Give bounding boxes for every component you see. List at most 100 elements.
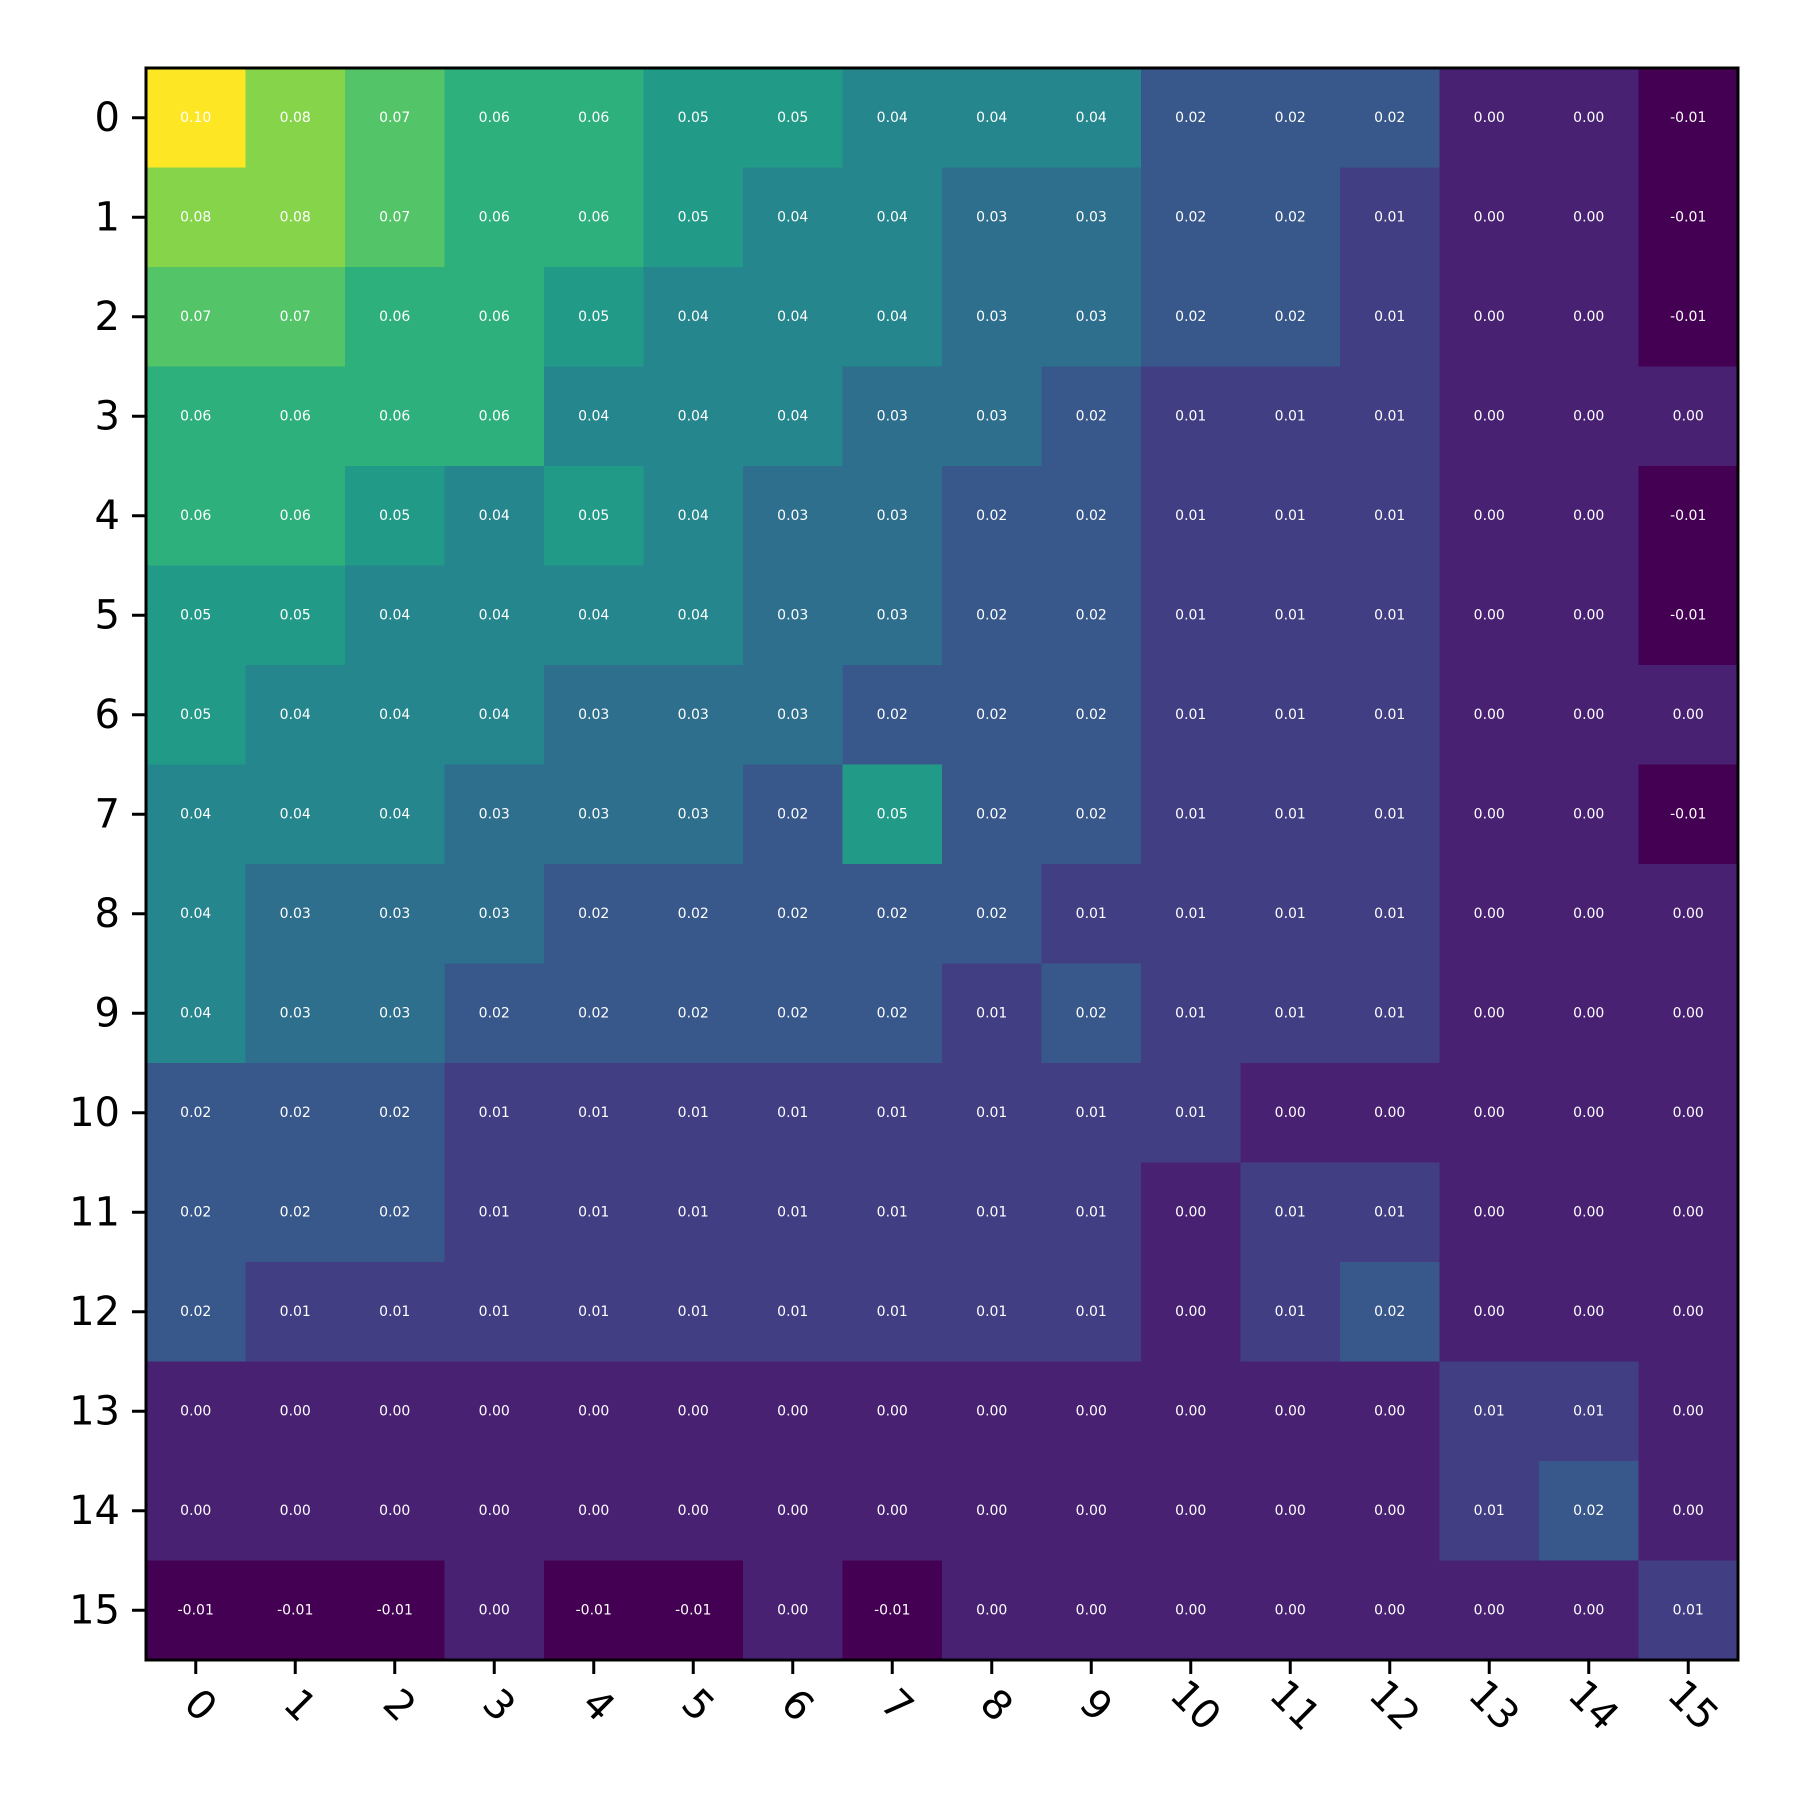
cell-value-label: 0.02: [976, 906, 1007, 922]
cell-value-label: -0.01: [874, 1602, 910, 1618]
cell-value-label: 0.00: [678, 1403, 709, 1419]
cell-value-label: 0.01: [1374, 508, 1405, 524]
heatmap-cell-r7-c4: [544, 764, 645, 865]
heatmap-cell-r10-c5: [643, 1063, 744, 1164]
cell-value-label: 0.00: [379, 1503, 410, 1519]
cell-value-label: 0.05: [777, 110, 808, 126]
cell-value-label: 0.04: [379, 607, 410, 623]
heatmap-cell-r5-c2: [345, 565, 446, 666]
heatmap-cell-r3-c7: [842, 366, 943, 467]
heatmap-cell-r2-c2: [345, 267, 446, 368]
cell-value-label: 0.01: [777, 1204, 808, 1220]
cell-value-label: 0.02: [578, 1005, 609, 1021]
heatmap-cell-r7-c11: [1240, 764, 1341, 865]
cell-value-label: 0.02: [479, 1005, 510, 1021]
x-tick-label: 15: [1658, 1671, 1727, 1740]
heatmap-cell-r1-c12: [1340, 167, 1441, 268]
heatmap-cell-r5-c14: [1539, 565, 1640, 666]
heatmap-cell-r13-c15: [1638, 1361, 1739, 1462]
cell-value-label: 0.00: [1573, 508, 1604, 524]
cell-value-label: 0.00: [1474, 508, 1505, 524]
cell-value-label: 0.04: [379, 707, 410, 723]
heatmap-cell-r0-c8: [942, 68, 1043, 169]
heatmap-cell-r14-c15: [1638, 1461, 1739, 1562]
y-tick-label: 6: [95, 692, 120, 738]
cell-value-label: -0.01: [576, 1602, 612, 1618]
cell-value-label: 0.01: [1275, 408, 1306, 424]
cell-value-label: 0.02: [777, 806, 808, 822]
heatmap-cell-r1-c14: [1539, 167, 1640, 268]
heatmap-cell-r8-c2: [345, 864, 446, 965]
heatmap-cell-r10-c8: [942, 1063, 1043, 1164]
cell-value-label: 0.01: [1175, 1105, 1206, 1121]
cell-value-label: 0.03: [678, 806, 709, 822]
cell-value-label: 0.06: [379, 309, 410, 325]
heatmap-cell-r10-c15: [1638, 1063, 1739, 1164]
heatmap-cell-r7-c15: [1638, 764, 1739, 865]
heatmap-cell-r2-c3: [444, 267, 545, 368]
heatmap-cell-r14-c4: [544, 1461, 645, 1562]
heatmap-cell-r8-c0: [146, 864, 247, 965]
cell-value-label: 0.00: [1076, 1602, 1107, 1618]
cell-value-label: 0.06: [479, 209, 510, 225]
cell-value-label: 0.04: [180, 1005, 211, 1021]
heatmap-cell-r11-c15: [1638, 1162, 1739, 1263]
cell-value-label: 0.02: [1573, 1503, 1604, 1519]
cell-value-label: 0.01: [578, 1105, 609, 1121]
cell-value-label: 0.00: [1573, 1602, 1604, 1618]
cell-value-label: -0.01: [1670, 110, 1706, 126]
heatmap-cell-r12-c10: [1141, 1262, 1242, 1363]
heatmap-cell-r4-c14: [1539, 466, 1640, 567]
cell-value-label: 0.02: [877, 707, 908, 723]
cell-value-label: 0.03: [976, 408, 1007, 424]
heatmap-cell-r6-c14: [1539, 665, 1640, 766]
heatmap-cell-r7-c10: [1141, 764, 1242, 865]
cell-value-label: 0.00: [1175, 1304, 1206, 1320]
heatmap-cell-r7-c5: [643, 764, 744, 865]
heatmap-cell-r10-c6: [743, 1063, 844, 1164]
heatmap-cell-r8-c5: [643, 864, 744, 965]
cell-value-label: 0.00: [1573, 707, 1604, 723]
cell-value-label: 0.04: [379, 806, 410, 822]
heatmap-cell-r4-c5: [643, 466, 744, 567]
cell-value-label: 0.04: [678, 607, 709, 623]
cell-value-label: 0.02: [1076, 408, 1107, 424]
cell-value-label: 0.01: [1275, 1204, 1306, 1220]
cell-value-label: 0.06: [280, 408, 311, 424]
heatmap-cell-r5-c0: [146, 565, 247, 666]
cell-value-label: 0.03: [280, 1005, 311, 1021]
x-tick-label: 4: [573, 1680, 624, 1731]
heatmap-cell-r8-c4: [544, 864, 645, 965]
cell-value-label: 0.03: [479, 806, 510, 822]
cell-value-label: 0.02: [1374, 110, 1405, 126]
heatmap-cell-r4-c11: [1240, 466, 1341, 567]
heatmap-cell-r6-c1: [245, 665, 346, 766]
cell-value-label: 0.00: [1673, 1304, 1704, 1320]
cell-value-label: 0.00: [1573, 906, 1604, 922]
heatmap-cell-r2-c11: [1240, 267, 1341, 368]
cell-value-label: 0.00: [1175, 1403, 1206, 1419]
cell-value-label: 0.03: [678, 707, 709, 723]
cell-value-label: -0.01: [1670, 806, 1706, 822]
heatmap-cell-r4-c7: [842, 466, 943, 567]
y-tick-label: 3: [95, 393, 120, 439]
cell-value-label: 0.00: [877, 1403, 908, 1419]
cell-value-label: 0.08: [280, 209, 311, 225]
heatmap-cell-r6-c15: [1638, 665, 1739, 766]
cell-value-label: 0.01: [1275, 806, 1306, 822]
heatmap-cell-r14-c6: [743, 1461, 844, 1562]
heatmap-cell-r3-c11: [1240, 366, 1341, 467]
cell-value-label: 0.01: [877, 1105, 908, 1121]
heatmap-cell-r0-c7: [842, 68, 943, 169]
cell-value-label: 0.01: [578, 1204, 609, 1220]
heatmap-cell-r10-c1: [245, 1063, 346, 1164]
heatmap-cell-r9-c10: [1141, 963, 1242, 1064]
heatmap-cell-r1-c11: [1240, 167, 1341, 268]
cell-value-label: 0.04: [777, 408, 808, 424]
plot-frame: [144, 66, 1740, 1662]
heatmap-cell-r13-c9: [1041, 1361, 1142, 1462]
heatmap-cell-r2-c14: [1539, 267, 1640, 368]
heatmap-cell-r7-c9: [1041, 764, 1142, 865]
heatmap-cell-r11-c5: [643, 1162, 744, 1263]
heatmap-cell-r14-c0: [146, 1461, 247, 1562]
